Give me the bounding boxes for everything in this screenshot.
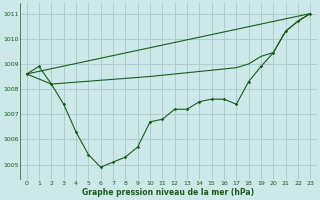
X-axis label: Graphe pression niveau de la mer (hPa): Graphe pression niveau de la mer (hPa) xyxy=(83,188,255,197)
